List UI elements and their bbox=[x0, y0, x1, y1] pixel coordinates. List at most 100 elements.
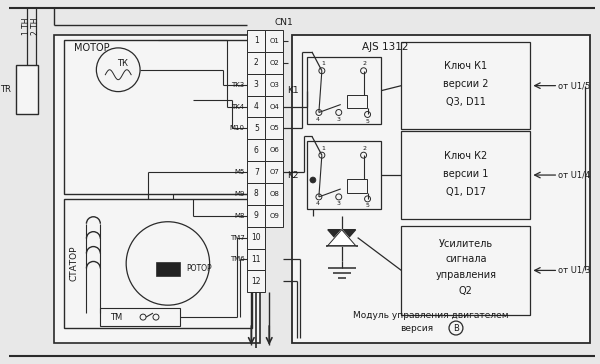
Bar bbox=[247, 161, 265, 183]
Bar bbox=[64, 199, 253, 328]
Bar bbox=[401, 42, 530, 129]
Text: 3: 3 bbox=[337, 201, 341, 206]
Text: 3: 3 bbox=[254, 80, 259, 89]
Bar bbox=[265, 139, 283, 161]
Text: Модуль управления двигателем: Модуль управления двигателем bbox=[353, 310, 509, 320]
Text: Ключ К1: Ключ К1 bbox=[445, 62, 487, 71]
Bar bbox=[265, 205, 283, 227]
Text: 7: 7 bbox=[254, 167, 259, 177]
Bar bbox=[247, 227, 265, 249]
Text: B: B bbox=[453, 324, 459, 333]
Text: 4: 4 bbox=[316, 117, 320, 122]
Text: CN1: CN1 bbox=[274, 17, 293, 27]
Bar bbox=[64, 40, 253, 194]
Text: Усилитель: Усилитель bbox=[439, 238, 493, 249]
Text: МОТОР: МОТОР bbox=[74, 43, 109, 53]
Text: O3: O3 bbox=[269, 82, 279, 88]
Bar bbox=[265, 118, 283, 139]
Text: Ключ К2: Ключ К2 bbox=[444, 151, 488, 161]
Bar bbox=[265, 74, 283, 96]
Bar bbox=[307, 141, 382, 209]
Text: сигнала: сигнала bbox=[445, 254, 487, 265]
Bar bbox=[53, 35, 260, 343]
Bar bbox=[247, 183, 265, 205]
Text: M9: M9 bbox=[234, 191, 244, 197]
Text: версии 2: версии 2 bbox=[443, 79, 488, 89]
Bar bbox=[265, 96, 283, 118]
Text: K1: K1 bbox=[287, 86, 299, 95]
Polygon shape bbox=[328, 230, 356, 246]
Text: 10: 10 bbox=[251, 233, 261, 242]
Text: M8: M8 bbox=[234, 213, 244, 219]
Bar bbox=[247, 52, 265, 74]
Bar bbox=[307, 57, 382, 124]
Text: 5: 5 bbox=[365, 119, 370, 124]
Text: 5: 5 bbox=[365, 203, 370, 208]
Text: M5: M5 bbox=[234, 169, 244, 175]
Text: TM7: TM7 bbox=[230, 235, 244, 241]
Text: O4: O4 bbox=[269, 103, 279, 110]
Bar bbox=[247, 270, 265, 292]
Circle shape bbox=[310, 177, 316, 183]
Text: TK3: TK3 bbox=[231, 82, 244, 88]
Bar bbox=[401, 131, 530, 219]
Polygon shape bbox=[328, 230, 356, 246]
Bar bbox=[16, 65, 38, 114]
Text: 1: 1 bbox=[321, 61, 325, 66]
Text: O6: O6 bbox=[269, 147, 279, 153]
Text: 2: 2 bbox=[254, 58, 259, 67]
Text: 1 ТН: 1 ТН bbox=[22, 17, 31, 35]
Text: 12: 12 bbox=[251, 277, 261, 286]
Text: версия: версия bbox=[400, 324, 433, 333]
Text: 2: 2 bbox=[362, 61, 367, 66]
Text: TM6: TM6 bbox=[230, 257, 244, 262]
Bar bbox=[265, 30, 283, 52]
Text: 4: 4 bbox=[316, 201, 320, 206]
Bar bbox=[247, 30, 265, 52]
Text: O5: O5 bbox=[269, 125, 279, 131]
Bar bbox=[247, 118, 265, 139]
Text: O2: O2 bbox=[269, 60, 279, 66]
Text: 3: 3 bbox=[337, 117, 341, 122]
Text: от U1/3: от U1/3 bbox=[557, 266, 590, 275]
Bar bbox=[156, 262, 180, 276]
Text: версии 1: версии 1 bbox=[443, 169, 488, 179]
Text: РОТОР: РОТОР bbox=[186, 264, 211, 273]
Bar bbox=[247, 96, 265, 118]
Text: 8: 8 bbox=[254, 189, 259, 198]
Text: 1: 1 bbox=[254, 36, 259, 46]
Text: 11: 11 bbox=[251, 255, 261, 264]
Text: 5: 5 bbox=[254, 124, 259, 133]
Bar bbox=[265, 183, 283, 205]
Text: ТК: ТК bbox=[116, 59, 128, 68]
Bar bbox=[100, 308, 180, 326]
Text: O9: O9 bbox=[269, 213, 279, 219]
Bar bbox=[347, 95, 367, 108]
Bar bbox=[265, 161, 283, 183]
Text: O1: O1 bbox=[269, 38, 279, 44]
Text: 9: 9 bbox=[254, 211, 259, 220]
Bar bbox=[247, 139, 265, 161]
Text: управления: управления bbox=[436, 270, 496, 280]
Bar bbox=[247, 205, 265, 227]
Text: TR: TR bbox=[0, 85, 11, 94]
Text: O8: O8 bbox=[269, 191, 279, 197]
Bar bbox=[265, 52, 283, 74]
Bar bbox=[247, 74, 265, 96]
Bar bbox=[401, 226, 530, 315]
Text: ТМ: ТМ bbox=[110, 313, 122, 322]
Text: 1: 1 bbox=[321, 146, 325, 151]
Text: Q3, D11: Q3, D11 bbox=[446, 97, 486, 107]
Text: от U1/4: от U1/4 bbox=[558, 171, 590, 179]
Bar bbox=[347, 179, 367, 193]
Text: Q2: Q2 bbox=[459, 286, 473, 296]
Bar bbox=[292, 35, 590, 343]
Text: K2: K2 bbox=[287, 171, 299, 179]
Text: от U1/5: от U1/5 bbox=[558, 81, 590, 90]
Text: СТАТОР: СТАТОР bbox=[69, 246, 78, 281]
Text: Q1, D17: Q1, D17 bbox=[446, 187, 486, 197]
Bar bbox=[247, 249, 265, 270]
Text: 2 ТН: 2 ТН bbox=[31, 17, 40, 35]
Text: O7: O7 bbox=[269, 169, 279, 175]
Text: TK4: TK4 bbox=[231, 103, 244, 110]
